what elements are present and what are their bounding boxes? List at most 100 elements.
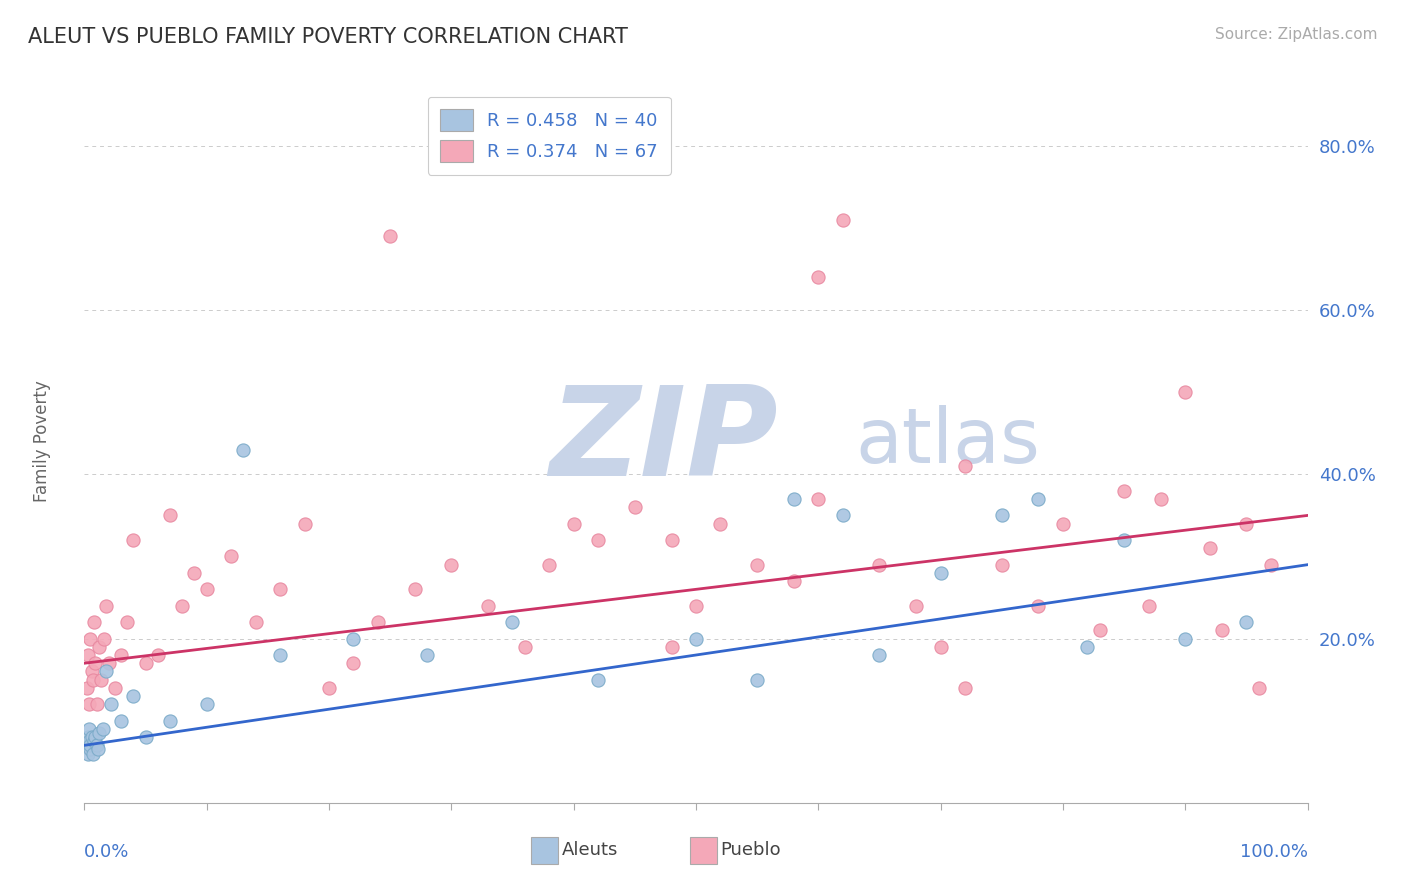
Point: [84, 730, 107, 744]
Point: [195, 582, 218, 597]
Point: [831, 508, 853, 523]
Point: [269, 648, 291, 662]
Point: [1236, 516, 1258, 531]
Point: [80, 730, 103, 744]
Point: [991, 508, 1014, 523]
Point: [232, 442, 254, 457]
Point: [1174, 632, 1197, 646]
Point: [110, 714, 132, 728]
Point: [1028, 491, 1050, 506]
Point: [1028, 599, 1050, 613]
Point: [1260, 558, 1282, 572]
Point: [807, 270, 830, 285]
Point: [122, 689, 145, 703]
Text: atlas: atlas: [855, 405, 1040, 478]
Point: [77, 734, 100, 748]
Point: [831, 212, 853, 227]
FancyBboxPatch shape: [690, 837, 717, 864]
Point: [1114, 533, 1136, 547]
Point: [869, 648, 891, 662]
Point: [1150, 491, 1173, 506]
Point: [82, 747, 104, 761]
Point: [807, 491, 830, 506]
Point: [87, 640, 110, 654]
Point: [135, 657, 157, 671]
Point: [84, 657, 107, 671]
Point: [245, 615, 267, 630]
Point: [269, 582, 291, 597]
Point: [1198, 541, 1220, 556]
Point: [661, 640, 683, 654]
Point: [1247, 681, 1270, 695]
Point: [87, 726, 110, 740]
Point: [1211, 624, 1233, 638]
Point: [77, 698, 100, 712]
Point: [747, 558, 769, 572]
Point: [953, 459, 976, 474]
Point: [783, 491, 806, 506]
Point: [929, 566, 952, 580]
Point: [380, 229, 402, 244]
Text: Pueblo: Pueblo: [720, 841, 782, 859]
Point: [219, 549, 242, 564]
Point: [82, 673, 104, 687]
Point: [80, 665, 103, 679]
Point: [110, 648, 132, 662]
Point: [183, 566, 205, 580]
FancyBboxPatch shape: [531, 837, 558, 864]
Point: [159, 508, 181, 523]
Point: [1076, 640, 1098, 654]
Point: [991, 558, 1014, 572]
Point: [79, 742, 101, 756]
Point: [1088, 624, 1111, 638]
Point: [1236, 615, 1258, 630]
Point: [77, 730, 100, 744]
Point: [709, 516, 731, 531]
Text: 100.0%: 100.0%: [1240, 843, 1308, 861]
Point: [172, 599, 194, 613]
Point: [953, 681, 976, 695]
Point: [342, 632, 364, 646]
Text: 0.0%: 0.0%: [84, 843, 129, 861]
Point: [86, 739, 108, 753]
Point: [122, 533, 145, 547]
Point: [96, 599, 118, 613]
Point: [195, 698, 218, 712]
Point: [76, 681, 98, 695]
Point: [586, 673, 609, 687]
Point: [477, 599, 499, 613]
Point: [90, 673, 112, 687]
Text: Source: ZipAtlas.com: Source: ZipAtlas.com: [1215, 27, 1378, 42]
Point: [318, 681, 340, 695]
Point: [87, 742, 110, 756]
Point: [146, 648, 169, 662]
Point: [685, 599, 707, 613]
Point: [661, 533, 683, 547]
Point: [513, 640, 536, 654]
Text: ALEUT VS PUEBLO FAMILY POVERTY CORRELATION CHART: ALEUT VS PUEBLO FAMILY POVERTY CORRELATI…: [28, 27, 628, 46]
Point: [1174, 385, 1197, 400]
Text: ZIP: ZIP: [550, 381, 778, 502]
Point: [624, 500, 647, 515]
Point: [294, 516, 316, 531]
Point: [440, 558, 463, 572]
Point: [1137, 599, 1160, 613]
Point: [135, 730, 157, 744]
Point: [905, 599, 928, 613]
Point: [404, 582, 426, 597]
Point: [100, 698, 122, 712]
Point: [342, 657, 364, 671]
Legend: R = 0.458   N = 40, R = 0.374   N = 67: R = 0.458 N = 40, R = 0.374 N = 67: [427, 96, 671, 175]
Point: [76, 739, 98, 753]
Point: [502, 615, 524, 630]
Point: [79, 739, 101, 753]
Point: [367, 615, 389, 630]
Point: [159, 714, 181, 728]
Point: [538, 558, 561, 572]
Point: [1114, 483, 1136, 498]
Point: [1052, 516, 1074, 531]
Point: [783, 574, 806, 588]
Point: [747, 673, 769, 687]
Point: [97, 657, 120, 671]
Point: [929, 640, 952, 654]
